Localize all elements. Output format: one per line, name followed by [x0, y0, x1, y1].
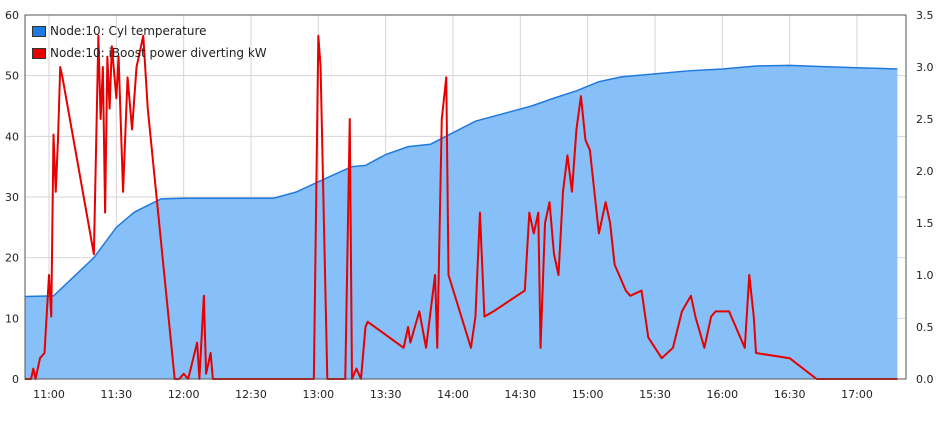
x-tick-label: 13:00 — [302, 388, 334, 401]
x-tick-label: 16:30 — [774, 388, 806, 401]
temperature-line — [24, 64, 898, 298]
y-right-tick-label: 0.5 — [916, 321, 934, 334]
y-left-tick-label: 50 — [5, 70, 19, 83]
y-right-tick-label: 1.0 — [916, 269, 934, 282]
x-tick-label: 15:00 — [572, 388, 604, 401]
legend-label-cyl-temperature: Node:10: Cyl temperature — [50, 24, 207, 38]
y-left-tick-label: 0 — [12, 373, 19, 386]
x-tick-label: 14:00 — [437, 388, 469, 401]
y-left-tick-label: 40 — [5, 130, 19, 143]
y-right-tick-label: 2.5 — [916, 113, 934, 126]
legend-swatch-red — [32, 47, 46, 59]
legend-label-iboost-power: Node:10: iBoost power diverting kW — [50, 46, 267, 60]
x-tick-label: 15:30 — [639, 388, 671, 401]
y-left-tick-label: 60 — [5, 9, 19, 22]
legend-item-cyl-temperature[interactable]: Node:10: Cyl temperature — [32, 24, 207, 38]
y-right-tick-label: 3.5 — [916, 9, 934, 22]
y-right-tick-label: 1.5 — [916, 217, 934, 230]
legend-item-iboost-power[interactable]: Node:10: iBoost power diverting kW — [32, 46, 267, 60]
x-tick-label: 14:30 — [504, 388, 536, 401]
temperature-area — [25, 65, 898, 379]
y-right-tick-label: 0.0 — [916, 373, 934, 386]
x-tick-label: 11:00 — [33, 388, 65, 401]
y-left-tick-label: 20 — [5, 252, 19, 265]
y-left-tick-label: 10 — [5, 312, 19, 325]
plot-border — [24, 14, 907, 380]
legend-swatch-blue — [32, 25, 46, 37]
y-right-tick-label: 2.0 — [916, 165, 934, 178]
x-tick-label: 17:00 — [841, 388, 873, 401]
y-right-tick-label: 3.0 — [916, 61, 934, 74]
power-line — [25, 34, 898, 380]
x-tick-label: 12:00 — [168, 388, 200, 401]
x-tick-label: 16:00 — [706, 388, 738, 401]
y-left-tick-label: 30 — [5, 191, 19, 204]
x-tick-label: 13:30 — [370, 388, 402, 401]
x-tick-label: 11:30 — [100, 388, 132, 401]
x-tick-label: 12:30 — [235, 388, 267, 401]
